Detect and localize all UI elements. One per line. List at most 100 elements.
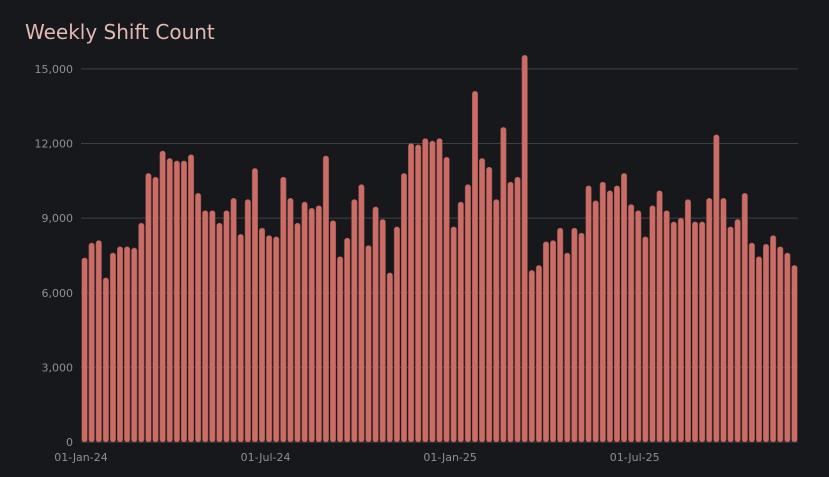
bar xyxy=(358,184,365,443)
bar xyxy=(266,235,273,443)
bar xyxy=(379,219,386,443)
y-tick-label: 12,000 xyxy=(35,138,74,151)
x-tick-label: 01-Jul-25 xyxy=(610,451,660,464)
bar xyxy=(784,252,791,443)
bar xyxy=(195,193,202,443)
bar xyxy=(159,150,166,443)
bar xyxy=(585,185,592,443)
bar xyxy=(95,240,102,443)
bar xyxy=(102,277,109,443)
bar xyxy=(223,210,230,443)
x-tick-label: 01-Jan-25 xyxy=(423,451,477,464)
bar xyxy=(486,166,493,443)
bar xyxy=(216,222,223,443)
y-tick-label: 15,000 xyxy=(35,63,74,76)
x-tick-label: 01-Jul-24 xyxy=(241,451,291,464)
bar xyxy=(365,245,372,443)
bar xyxy=(457,201,464,443)
bar xyxy=(429,140,436,443)
bar xyxy=(578,232,585,443)
bar xyxy=(329,220,337,443)
bar xyxy=(244,199,251,443)
bar xyxy=(557,227,564,443)
bar xyxy=(422,138,429,443)
bar xyxy=(670,221,677,443)
chart-title: Weekly Shift Count xyxy=(25,20,215,44)
bar xyxy=(443,156,450,443)
bar xyxy=(500,127,507,443)
bar xyxy=(251,168,258,443)
bar xyxy=(88,242,95,443)
bar xyxy=(564,252,571,443)
bar xyxy=(684,199,691,443)
bar xyxy=(81,257,88,443)
bar xyxy=(294,222,301,443)
bar xyxy=(450,226,457,443)
bar xyxy=(479,158,486,443)
bar xyxy=(280,176,287,443)
bar xyxy=(741,193,748,443)
bar xyxy=(344,237,351,443)
bar xyxy=(124,246,131,443)
bar xyxy=(734,219,741,443)
bar xyxy=(166,158,173,443)
bar xyxy=(436,138,443,443)
bar xyxy=(152,176,159,443)
bar xyxy=(720,197,727,443)
bar xyxy=(592,200,599,443)
bar xyxy=(308,207,315,443)
bar xyxy=(699,221,706,443)
bar xyxy=(230,197,237,443)
bar xyxy=(287,197,294,443)
bar xyxy=(209,210,216,443)
bar xyxy=(755,256,762,443)
bar xyxy=(138,222,145,443)
bar xyxy=(237,234,244,443)
y-tick-label: 3,000 xyxy=(42,361,74,374)
bar xyxy=(770,235,777,443)
bar xyxy=(777,246,784,443)
bar xyxy=(351,199,358,443)
y-tick-label: 9,000 xyxy=(42,212,74,225)
bar xyxy=(727,226,734,443)
bar xyxy=(259,227,266,443)
bar xyxy=(542,241,550,443)
bar xyxy=(677,217,684,443)
bar xyxy=(322,155,329,443)
bar xyxy=(628,204,635,443)
y-tick-label: 6,000 xyxy=(42,287,74,300)
bar xyxy=(372,206,379,443)
bar xyxy=(301,201,308,443)
bar xyxy=(173,160,180,443)
bar xyxy=(535,265,542,443)
x-tick-label: 01-Jan-24 xyxy=(54,451,108,464)
bar xyxy=(471,91,479,443)
bar xyxy=(621,173,628,443)
bar xyxy=(415,144,422,443)
bar xyxy=(464,184,471,443)
bar xyxy=(642,236,649,443)
bar xyxy=(791,265,798,443)
bar xyxy=(400,173,408,443)
bar xyxy=(180,160,187,443)
bar xyxy=(188,154,195,443)
bar xyxy=(117,246,124,443)
bar xyxy=(521,54,528,443)
bar xyxy=(315,205,322,443)
bar xyxy=(514,176,521,443)
bar xyxy=(706,197,713,443)
bar xyxy=(202,210,209,443)
bar xyxy=(763,243,770,443)
bar xyxy=(131,247,138,443)
bar xyxy=(337,256,344,443)
bar xyxy=(571,227,578,443)
bar xyxy=(550,240,557,443)
bar xyxy=(393,226,400,443)
bar xyxy=(613,185,620,443)
bar xyxy=(599,181,606,443)
bar xyxy=(663,210,670,443)
bar xyxy=(748,242,755,443)
bar xyxy=(109,252,116,443)
bar xyxy=(273,236,280,443)
